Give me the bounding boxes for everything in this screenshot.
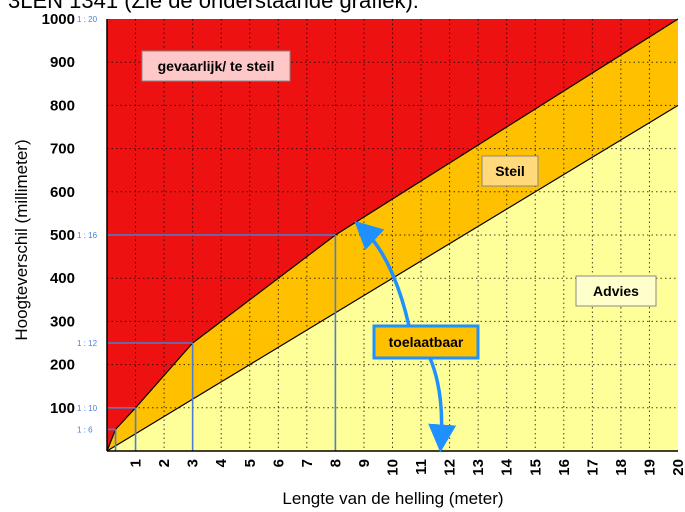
ratio-label: 1 : 12 [77, 339, 98, 348]
y-tick-label: 100 [50, 400, 75, 417]
y-tick-label: 900 [50, 54, 75, 71]
y-tick-label: 800 [50, 97, 75, 114]
ratio-label: 1 : 16 [77, 231, 98, 240]
advice-label: Advies [575, 275, 657, 307]
x-axis-title: Lengte van de helling (meter) [282, 489, 503, 508]
x-tick-label: 11 [413, 459, 430, 475]
y-tick-label: 500 [50, 227, 75, 244]
advice-label-text: Advies [593, 283, 639, 299]
x-tick-label: 13 [470, 459, 487, 476]
ratio-label: 1 : 20 [77, 15, 98, 24]
y-tick-label: 200 [50, 357, 75, 374]
x-tick-label: 2 [156, 459, 173, 467]
x-tick-label: 12 [442, 459, 459, 476]
steep-boundary-line [106, 18, 679, 452]
y-tick-label: 700 [50, 141, 75, 158]
danger-label-text: gevaarlijk/ te steil [158, 58, 275, 74]
x-tick-label: 20 [670, 459, 685, 476]
x-tick-label: 8 [327, 459, 344, 467]
top-text: 3LEN 1341 (Zie de onderstaande grafiek): [8, 0, 419, 13]
callout-label: toelaatbaar [372, 324, 480, 360]
danger-label: gevaarlijk/ te steil [141, 50, 291, 82]
x-tick-label: 1 [128, 459, 145, 467]
ratio-label: 1 : 10 [77, 404, 98, 413]
x-tick-label: 14 [499, 458, 516, 475]
callout-label-box [372, 324, 480, 360]
x-tick-label: 18 [613, 459, 630, 476]
x-tick-label: 6 [270, 459, 287, 467]
y-tick-label: 1000 [42, 11, 75, 28]
x-tick-label: 10 [385, 459, 402, 476]
arrow-up [354, 220, 411, 327]
x-tick-label: 15 [527, 459, 544, 476]
x-tick-label: 3 [185, 459, 202, 467]
x-tick-label: 4 [213, 458, 230, 467]
advice-label-box [575, 275, 657, 307]
x-tick-label: 16 [556, 459, 573, 476]
x-tick-label: 17 [584, 459, 601, 476]
x-tick-label: 7 [299, 459, 316, 467]
y-tick-label: 300 [50, 313, 75, 330]
steep-label: Steil [481, 155, 539, 187]
callout-label-text: toelaatbaar [389, 334, 464, 350]
danger-label-box [141, 50, 291, 82]
x-tick-label: 5 [242, 459, 259, 467]
x-tick-label: 9 [356, 459, 373, 467]
steep-label-text: Steil [495, 163, 525, 179]
ratio-label: 1 : 6 [77, 425, 93, 434]
y-tick-label: 600 [50, 184, 75, 201]
y-tick-label: 400 [50, 270, 75, 287]
arrow-down [428, 357, 457, 453]
steep-label-box [481, 155, 539, 187]
x-tick-label: 19 [641, 459, 658, 476]
y-axis-title: Hoogteverschil (millimeter) [12, 139, 31, 340]
advice-boundary-line [106, 104, 679, 452]
